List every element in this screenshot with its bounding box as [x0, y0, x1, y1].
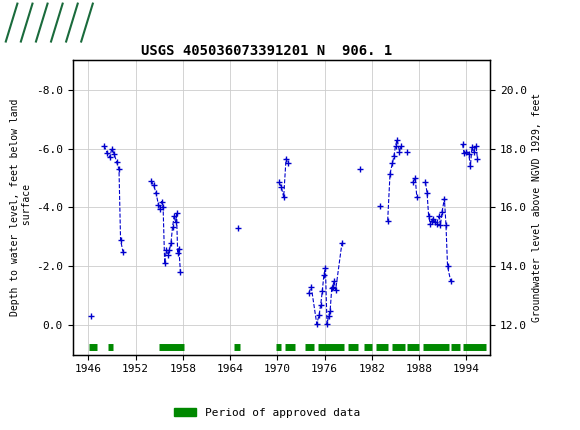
FancyBboxPatch shape	[6, 3, 81, 42]
Text: USGS 405036073391201 N  906. 1: USGS 405036073391201 N 906. 1	[141, 44, 393, 58]
Y-axis label: Depth to water level, feet below land
 surface: Depth to water level, feet below land su…	[10, 99, 32, 316]
Text: USGS: USGS	[93, 14, 148, 31]
Legend: Period of approved data: Period of approved data	[169, 403, 364, 422]
Y-axis label: Groundwater level above NGVD 1929, feet: Groundwater level above NGVD 1929, feet	[532, 93, 542, 322]
